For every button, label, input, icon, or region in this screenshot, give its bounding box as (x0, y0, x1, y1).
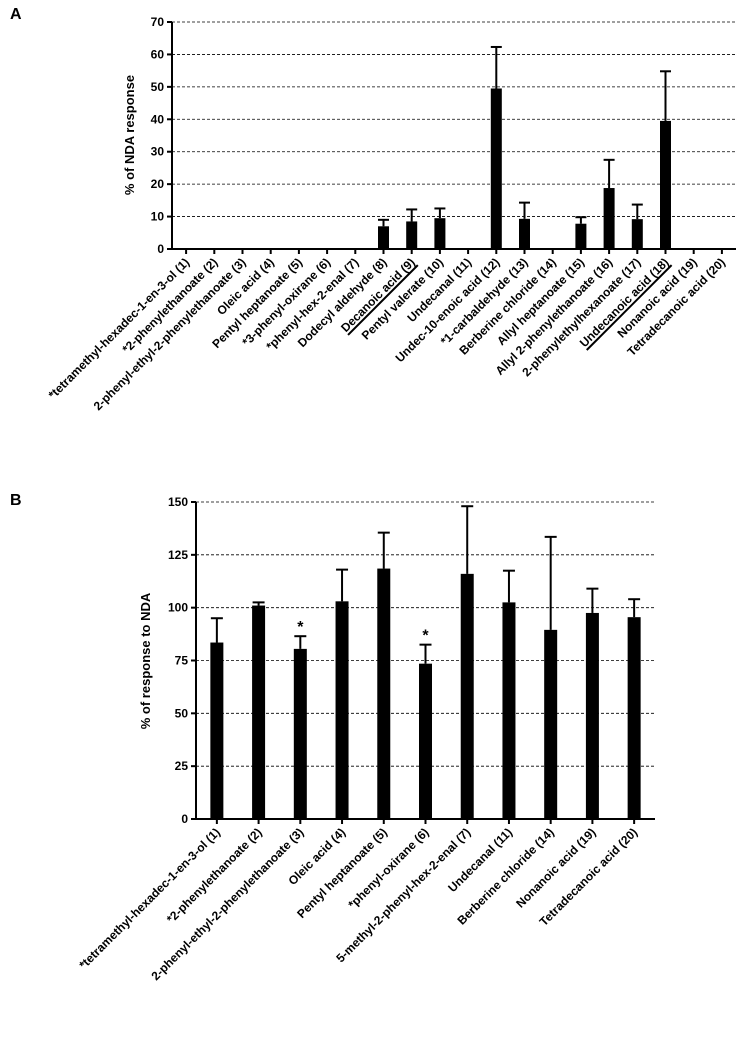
panel-b-y-tick-label: 150 (168, 495, 188, 509)
panel-b-bar (585, 612, 599, 819)
panel-b-category-label: 2-phenyl-ethyl-2-phenylethanoate (3) (148, 825, 306, 983)
panel-b-bar (419, 663, 432, 819)
panel-a-bar (660, 120, 671, 250)
panel-b-y-tick-label: 25 (175, 759, 189, 773)
panel-b-bar (377, 568, 391, 819)
panel-b-bar (502, 602, 516, 819)
panel-a-bar (490, 88, 502, 249)
panel-a-y-tick-label: 70 (151, 15, 165, 29)
panel-a-y-tick-label: 50 (151, 80, 165, 94)
panel-b-chart: 0255075100125150*tetramethyl-hexadec-1-e… (76, 495, 655, 983)
panel-a-bar (631, 219, 643, 249)
panel-a-bar (434, 218, 446, 249)
panel-b-bar (627, 617, 641, 819)
panel-b-significance-marker: * (297, 619, 304, 636)
panel-b-bar (210, 642, 224, 819)
panel-b-bar (460, 573, 474, 819)
panel-a-y-tick-label: 20 (151, 177, 165, 191)
panel-b-y-axis-title: % of response to NDA (138, 592, 153, 729)
panel-b-bar (252, 605, 266, 819)
panel-b-significance-marker: * (422, 628, 429, 645)
panel-a-y-tick-label: 30 (151, 145, 165, 159)
panel-a-bar (519, 218, 530, 249)
panel-a-y-tick-label: 10 (151, 210, 165, 224)
panel-a-bar (603, 188, 615, 249)
panel-a-y-tick-label: 40 (151, 112, 165, 126)
panel-a-bar (378, 226, 389, 249)
panel-b-y-tick-label: 75 (175, 654, 189, 668)
panel-b-category-label: Nonanoic acid (19) (513, 825, 598, 910)
panel-b-label: B (10, 492, 22, 509)
panel-b-category-label: *phenyl-oxirane (6) (345, 825, 431, 911)
panel-a-category-underline (586, 264, 673, 351)
panel-b-y-tick-label: 0 (181, 812, 188, 826)
panel-b-bar (335, 601, 349, 819)
panel-a-y-tick-label: 0 (157, 242, 164, 256)
panel-a-label: A (10, 6, 22, 23)
panel-b-y-tick-label: 125 (168, 548, 188, 562)
panel-b-bar (293, 648, 307, 819)
panel-b-y-tick-label: 100 (168, 601, 188, 615)
panel-a-bar (406, 221, 418, 249)
panel-b-bar (544, 629, 558, 819)
panel-a-bar (575, 223, 587, 249)
panel-a-category-underline (347, 264, 419, 336)
panel-a-chart: 010203040506070*tetramethyl-hexadec-1-en… (46, 15, 736, 413)
panel-b-y-tick-label: 50 (175, 706, 189, 720)
panel-a-y-axis-title: % of NDA response (122, 75, 137, 195)
panel-a-y-tick-label: 60 (151, 47, 165, 61)
